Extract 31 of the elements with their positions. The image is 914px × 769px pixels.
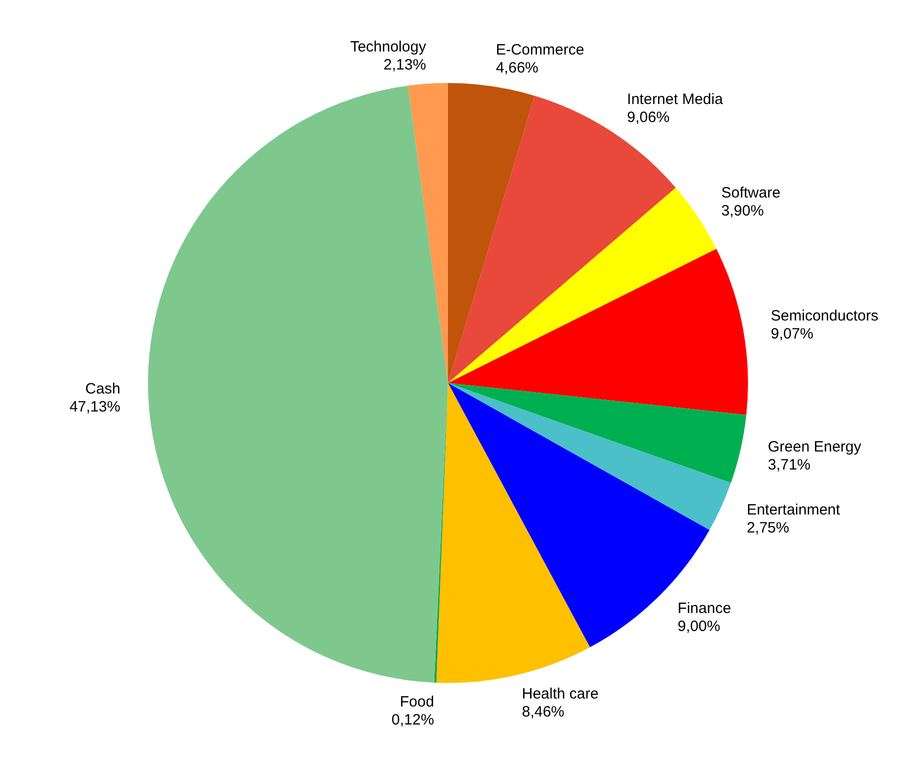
pie-slice	[448, 383, 746, 483]
data-label: 9,06%	[627, 109, 670, 126]
slice-label: Green Energy	[768, 438, 862, 456]
data-label: 3,90%	[721, 202, 764, 220]
slice-label: Internet Media	[627, 91, 724, 108]
pie-slice	[448, 188, 716, 383]
slice-label: Semiconductors	[770, 308, 878, 325]
data-label: 47,13%	[69, 398, 120, 416]
slice-label: Entertainment	[746, 502, 841, 519]
slice-label: Finance	[678, 600, 732, 618]
slice-label: Food	[400, 694, 434, 711]
pie-slice	[148, 86, 448, 683]
data-label: 9,07%	[770, 326, 814, 343]
pie-slice	[448, 96, 676, 383]
data-label: 9,00%	[678, 618, 720, 636]
data-label: 2,75%	[746, 520, 790, 537]
slice-label: Cash	[85, 380, 120, 398]
pie-slice	[448, 383, 731, 530]
pie-slice	[448, 248, 748, 415]
data-label: 0,12%	[392, 712, 434, 729]
pie-slice	[448, 83, 535, 383]
data-label: 4,66%	[496, 60, 538, 77]
data-label: 8,46%	[522, 704, 564, 721]
slice-label: Technology	[350, 38, 427, 56]
slice-label: Software	[721, 184, 780, 202]
data-label: 3,71%	[768, 456, 810, 474]
slice-label: E-Commerce	[496, 42, 584, 59]
pie-slice	[436, 383, 590, 683]
data-label: 2,13%	[384, 56, 426, 74]
pie-slice	[408, 83, 448, 383]
slice-label: Health care	[522, 686, 599, 703]
